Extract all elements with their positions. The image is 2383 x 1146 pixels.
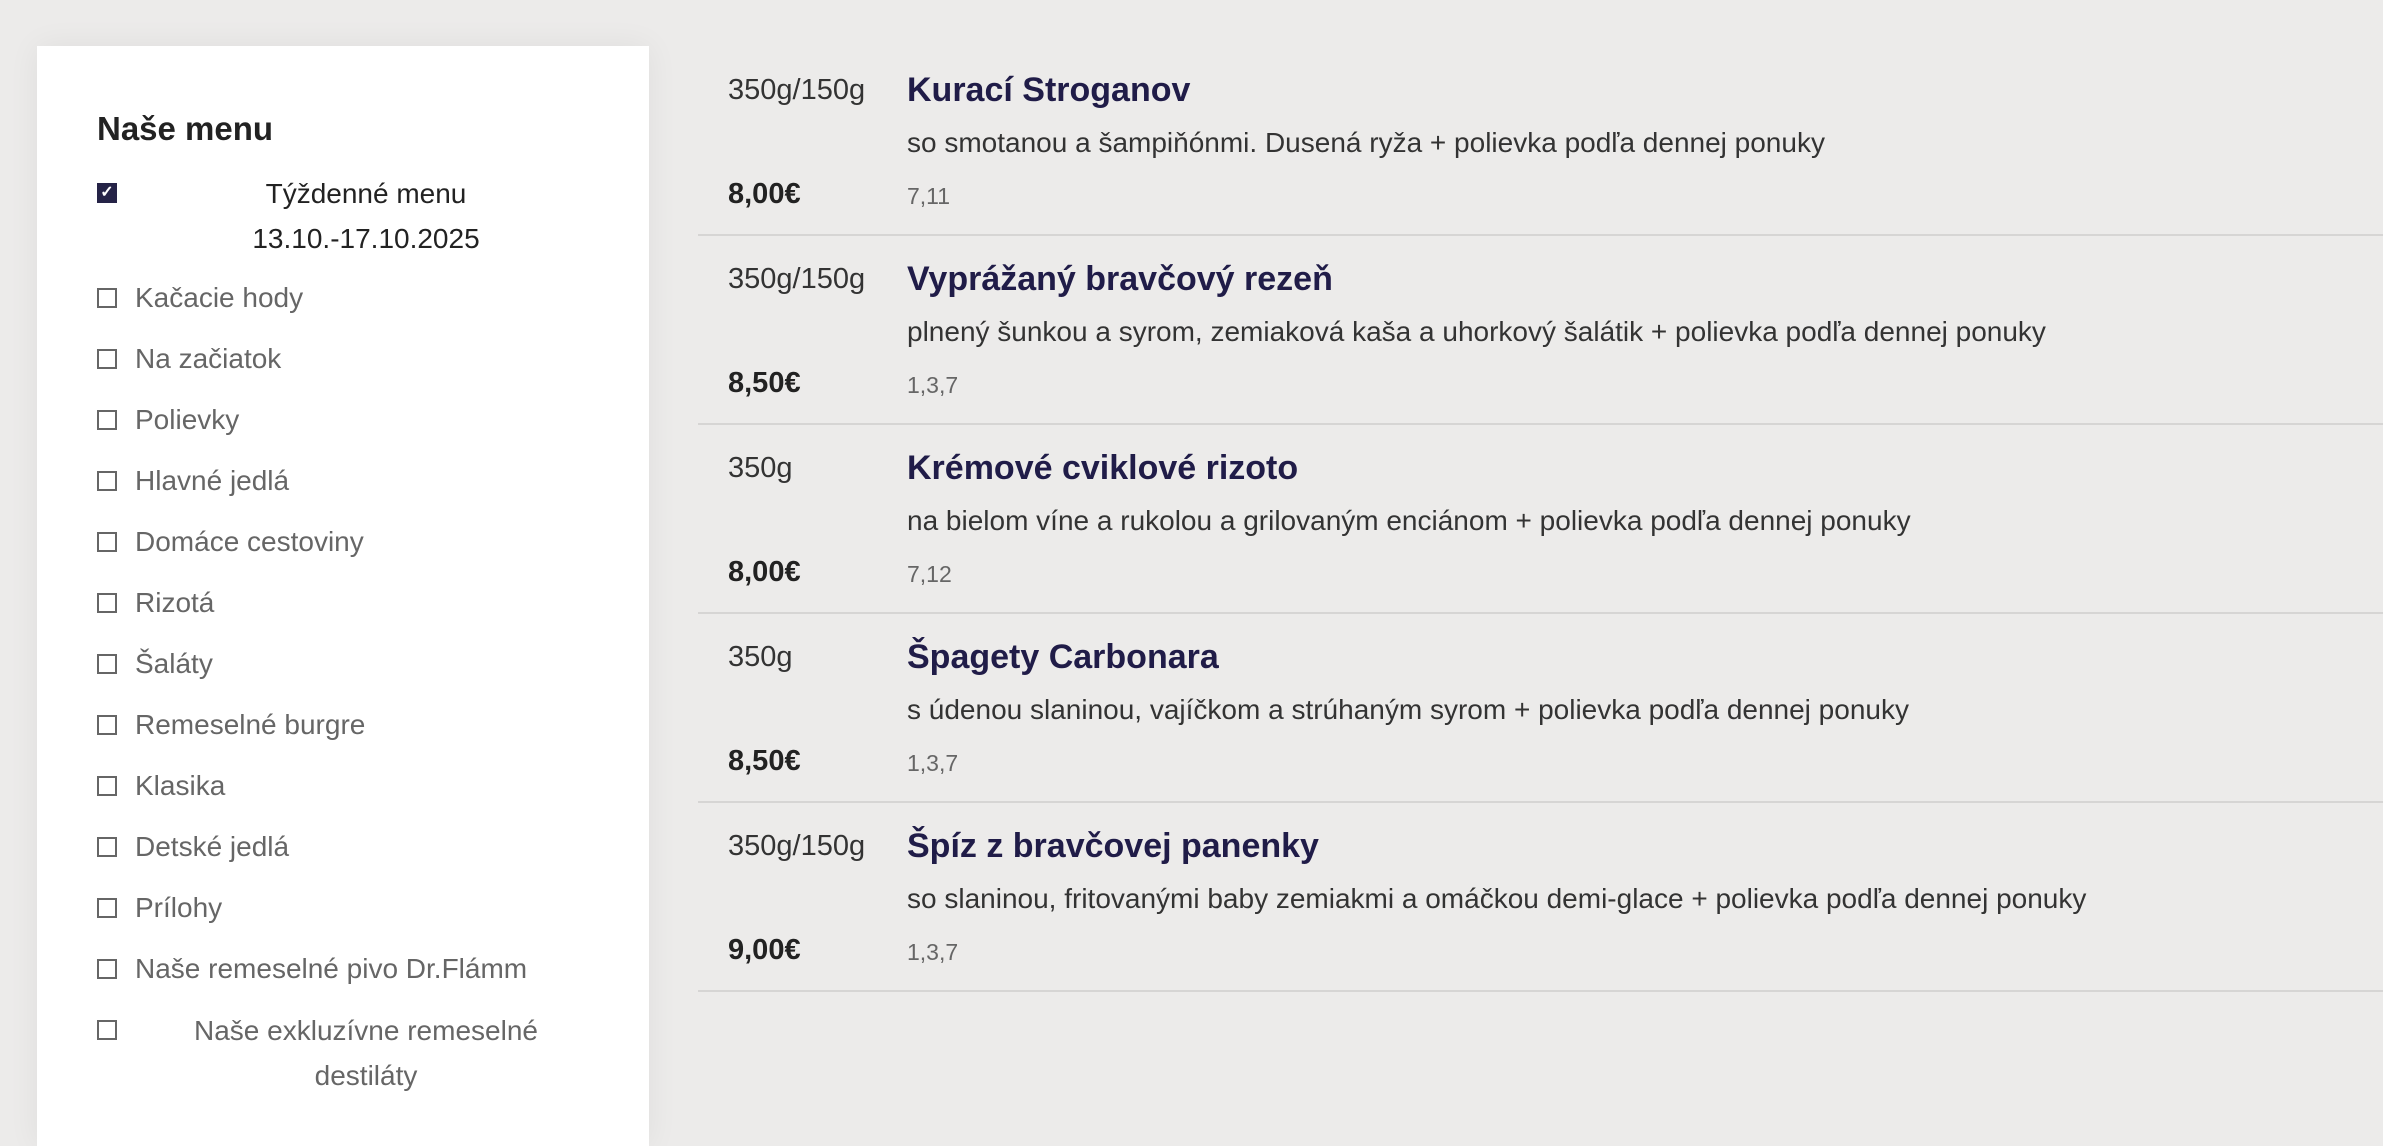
menu-item: 350g Krémové cviklové rizoto na bielom vín…	[698, 425, 2383, 614]
checkbox-icon[interactable]	[97, 410, 117, 430]
category-label: Klasika	[135, 770, 226, 801]
item-description: s údenou slaninou, vajíčkom a strúhaným …	[907, 694, 1909, 725]
category-filter[interactable]: Naše exkluzívne remeselné destiláty	[97, 1014, 597, 1098]
item-description: so smotanou a šampiňónmi. Dusená ryža + …	[907, 127, 1825, 158]
category-filter[interactable]: Domáce cestoviny	[97, 526, 597, 558]
category-label-line: Naše exkluzívne remeselné	[194, 1015, 538, 1046]
item-weight: 350g/150g	[728, 74, 866, 106]
category-filter[interactable]: Na začiatok	[97, 343, 597, 375]
item-price: 9,00€	[728, 934, 801, 966]
category-label: Detské jedlá	[135, 831, 290, 862]
category-label: Šaláty	[135, 648, 213, 679]
checkbox-icon[interactable]	[97, 532, 117, 552]
checkbox-icon[interactable]	[97, 959, 117, 979]
menu-item: 350g/150g Vyprážaný bravčový rezeň plnený …	[698, 236, 2383, 425]
item-name: Špagety Carbonara	[907, 638, 1219, 676]
item-allergens: 1,3,7	[907, 939, 959, 965]
category-filter[interactable]: Detské jedlá	[97, 831, 597, 863]
category-filter[interactable]: Polievky	[97, 404, 597, 436]
category-label: Naše exkluzívne remeselné destiláty	[135, 1008, 597, 1098]
item-name: Vyprážaný bravčový rezeň	[907, 260, 1333, 298]
category-filter[interactable]: Rizotá	[97, 587, 597, 619]
category-label-line: Týždenné menu	[265, 178, 467, 209]
menu-item: 350g/150g Kurací Stroganov so smotanou a š…	[698, 47, 2383, 236]
menu-item: 350g/150g Špíz z bravčovej panenky so slan…	[698, 803, 2383, 992]
category-filter[interactable]: Kačacie hody	[97, 282, 597, 314]
category-label: Remeselné burgre	[135, 709, 366, 740]
category-filter[interactable]: Hlavné jedlá	[97, 465, 597, 497]
category-sidebar: Naše menu ✓ Týždenné menu 13.10.-17.10.202…	[37, 46, 649, 1146]
checkbox-icon[interactable]	[97, 654, 117, 674]
checkbox-icon[interactable]	[97, 349, 117, 369]
checkbox-checked-icon[interactable]: ✓	[97, 183, 117, 203]
sidebar-title: Naše menu	[97, 110, 274, 147]
item-price: 8,00€	[728, 556, 801, 588]
item-price: 8,50€	[728, 745, 801, 777]
checkbox-icon[interactable]	[97, 471, 117, 491]
item-weight: 350g	[728, 452, 793, 484]
category-filter[interactable]: Remeselné burgre	[97, 709, 597, 741]
category-label: Domáce cestoviny	[135, 526, 364, 557]
category-filter[interactable]: Šaláty	[97, 648, 597, 680]
checkbox-icon[interactable]	[97, 715, 117, 735]
checkbox-icon[interactable]	[97, 288, 117, 308]
item-name: Kurací Stroganov	[907, 71, 1191, 109]
checkbox-icon[interactable]	[97, 1020, 117, 1040]
category-filter[interactable]: Naše remeselné pivo Dr.Flámm	[97, 953, 597, 985]
category-label-line: 13.10.-17.10.2025	[252, 223, 480, 254]
menu-item: 350g Špagety Carbonara s údenou slaninou, …	[698, 614, 2383, 803]
item-description: na bielom víne a rukolou a grilovaným en…	[907, 505, 1911, 536]
category-filter[interactable]: Klasika	[97, 770, 597, 802]
category-label: Hlavné jedlá	[135, 465, 290, 496]
item-name: Špíz z bravčovej panenky	[907, 827, 1319, 865]
category-filter[interactable]: Prílohy	[97, 892, 597, 924]
item-description: so slaninou, fritovanými baby zemiakmi a…	[907, 883, 2087, 914]
category-label: Polievky	[135, 404, 240, 435]
item-allergens: 1,3,7	[907, 750, 959, 776]
category-label: Prílohy	[135, 892, 223, 923]
item-name: Krémové cviklové rizoto	[907, 449, 1299, 487]
item-price: 8,50€	[728, 367, 801, 399]
category-label: Kačacie hody	[135, 282, 304, 313]
item-allergens: 1,3,7	[907, 372, 959, 398]
item-price: 8,00€	[728, 178, 801, 210]
category-label: Rizotá	[135, 587, 215, 618]
checkbox-icon[interactable]	[97, 898, 117, 918]
category-label: Na začiatok	[135, 343, 282, 374]
category-label: Týždenné menu 13.10.-17.10.2025	[135, 171, 597, 261]
checkbox-icon[interactable]	[97, 776, 117, 796]
category-label: Naše remeselné pivo Dr.Flámm	[135, 953, 528, 984]
item-allergens: 7,12	[907, 561, 952, 587]
checkbox-icon[interactable]	[97, 837, 117, 857]
item-weight: 350g	[728, 641, 793, 673]
item-description: plnený šunkou a syrom, zemiaková kaša a …	[907, 316, 2046, 347]
category-filter[interactable]: ✓ Týždenné menu 13.10.-17.10.2025	[97, 177, 597, 261]
item-weight: 350g/150g	[728, 263, 866, 295]
item-weight: 350g/150g	[728, 830, 866, 862]
category-label-line: destiláty	[314, 1060, 418, 1091]
checkbox-icon[interactable]	[97, 593, 117, 613]
item-allergens: 7,11	[907, 183, 951, 209]
